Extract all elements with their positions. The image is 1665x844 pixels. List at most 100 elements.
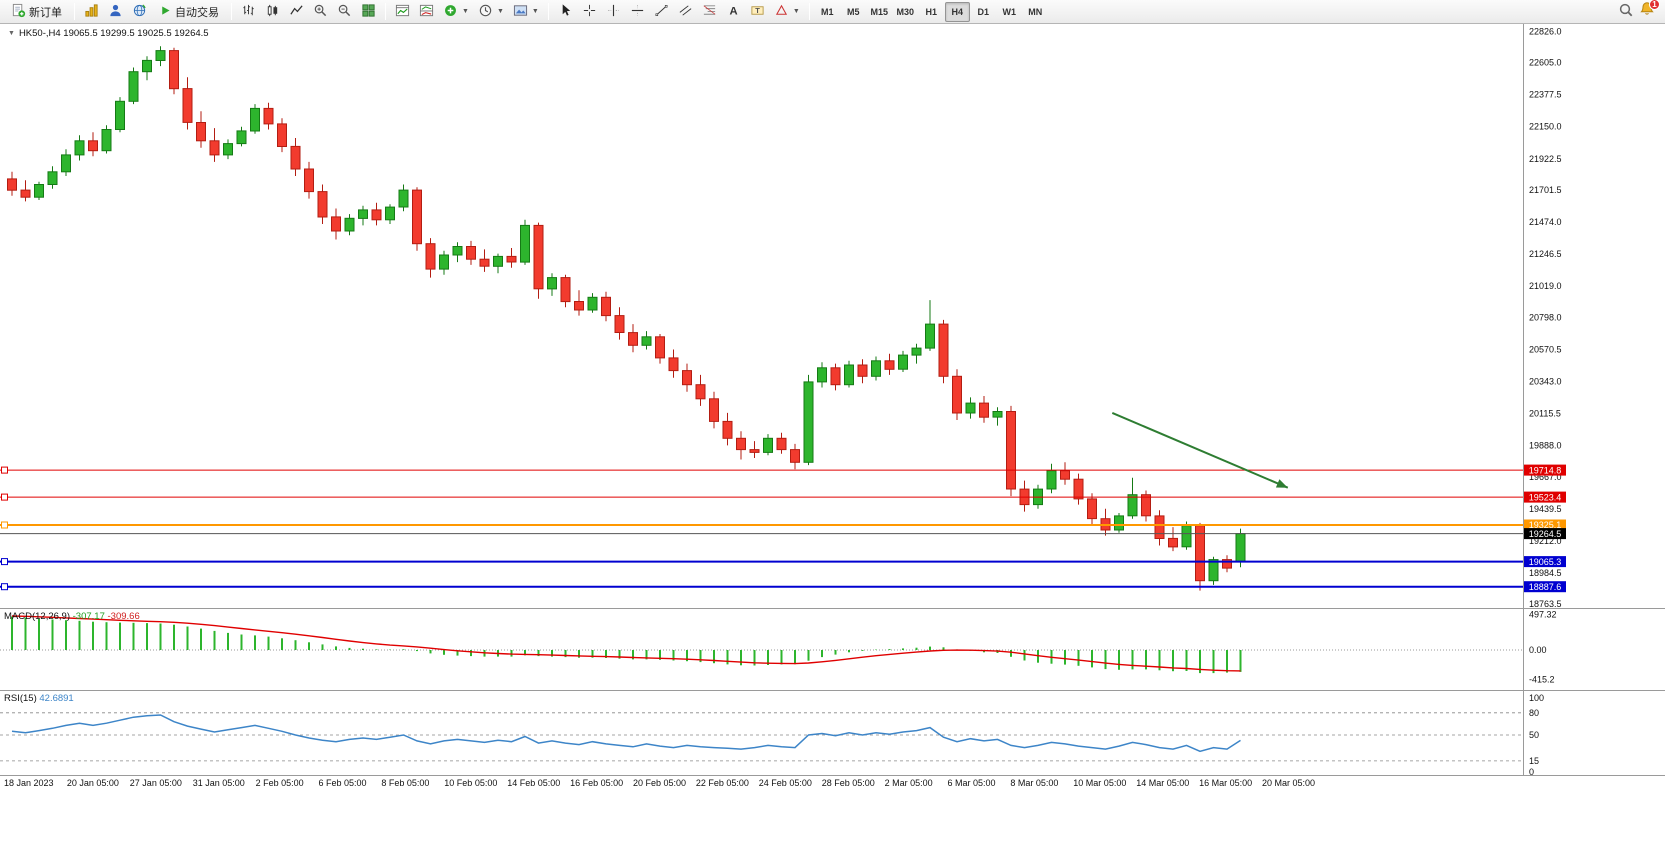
main-toolbar: 新订单 自动交易 ▼ ▼ [0, 0, 1665, 24]
notifications-button[interactable]: 1 [1639, 0, 1660, 22]
line-chart-icon [289, 3, 304, 21]
tile-windows-icon [361, 3, 376, 21]
template-icon [513, 3, 528, 21]
bar-chart-button[interactable] [237, 2, 260, 22]
timeframe-button-m15[interactable]: M15 [867, 2, 892, 22]
macd-axis-label: 0.00 [1529, 645, 1547, 655]
crosshair-tool-button[interactable] [578, 2, 601, 22]
macd-main-value: -307.17 [72, 611, 105, 622]
timeframe-button-d1[interactable]: D1 [971, 2, 996, 22]
candle [1181, 525, 1192, 548]
candle [425, 243, 436, 270]
candle [223, 143, 233, 156]
price-badge-text: 18887.6 [1529, 582, 1562, 592]
candle [61, 154, 71, 173]
candle [290, 145, 301, 170]
date-axis-label: 18 Jan 2023 [4, 778, 54, 788]
trendline-icon [654, 3, 669, 21]
price-axis-label: 21922.5 [1529, 154, 1562, 164]
rsi-indicator-label: RSI(15) 42.6891 [4, 693, 74, 704]
new-order-button[interactable]: 新订单 [4, 2, 69, 22]
line-chart-button[interactable] [285, 2, 308, 22]
candle [263, 107, 274, 125]
search-button[interactable] [1614, 2, 1638, 22]
indicator-subwindow-icon [419, 3, 434, 21]
zoom-out-button[interactable] [333, 2, 356, 22]
candlestick-chart-button[interactable] [261, 2, 284, 22]
candle [938, 323, 949, 377]
indicator-subwindow-button[interactable] [415, 2, 438, 22]
level-line-handle[interactable] [1, 521, 8, 529]
price-axis-area[interactable] [1523, 24, 1665, 844]
indicators-window-button[interactable] [391, 2, 414, 22]
fibonacci-tool-button[interactable] [698, 2, 721, 22]
timeframe-button-h4[interactable]: H4 [944, 1, 970, 22]
candle [749, 449, 760, 453]
market-watch-button[interactable] [80, 2, 103, 22]
community-button[interactable] [128, 2, 151, 22]
date-axis-label: 10 Mar 05:00 [1073, 778, 1126, 788]
zoom-in-button[interactable] [309, 2, 332, 22]
candle [101, 129, 112, 152]
vertical-line-icon [606, 3, 621, 21]
search-icon [1618, 2, 1634, 21]
vertical-line-tool-button[interactable] [602, 2, 625, 22]
date-axis-label: 2 Mar 05:00 [885, 778, 933, 788]
macd-signal-line [11, 615, 1241, 672]
price-axis-label: 20115.5 [1529, 409, 1561, 419]
candle [587, 296, 598, 311]
auto-trading-label: 自动交易 [175, 6, 219, 19]
globe-icon [132, 3, 147, 21]
rsi-axis-label: 50 [1529, 730, 1539, 740]
date-axis-label: 16 Mar 05:00 [1199, 778, 1252, 788]
chart-canvas[interactable]: 22826.0 22605.0 22377.5 22150.0 21922.5 21701… [0, 24, 1665, 844]
price-badge [1524, 464, 1566, 476]
shapes-tool-button[interactable]: ▼ [770, 2, 804, 22]
candle [1114, 515, 1124, 531]
candle [1222, 559, 1232, 569]
timeframe-button-m1[interactable]: M1 [815, 2, 840, 22]
candle [1235, 533, 1246, 563]
price-badge-text: 19714.8 [1529, 465, 1562, 475]
auto-trading-button[interactable]: 自动交易 [152, 2, 226, 22]
price-axis-label: 21019.0 [1529, 281, 1562, 291]
cursor-tool-button[interactable] [554, 2, 577, 22]
trend-arrow[interactable] [1111, 411, 1289, 489]
candle [628, 332, 638, 346]
price-axis-label: 19667.0 [1529, 472, 1562, 482]
candle [884, 360, 895, 370]
level-line-handle[interactable] [1, 558, 8, 566]
price-badge [1524, 528, 1566, 540]
price-axis-label: 19888.0 [1529, 441, 1562, 451]
candle [736, 437, 746, 451]
candle [614, 315, 625, 334]
horizontal-line-tool-button[interactable] [626, 2, 649, 22]
text-label-tool-button[interactable]: T [746, 2, 769, 22]
channel-tool-button[interactable] [674, 2, 697, 22]
rsi-value: 42.6891 [39, 693, 74, 704]
level-line-handle[interactable] [1, 583, 8, 591]
timeframe-button-m5[interactable]: M5 [841, 2, 866, 22]
one-click-trading-toggle-icon[interactable]: ▼ [8, 30, 15, 37]
date-axis-label: 31 Jan 05:00 [193, 778, 245, 788]
tile-windows-button[interactable] [357, 2, 380, 22]
candle [682, 370, 692, 386]
candle [560, 277, 571, 303]
templates-button[interactable]: ▼ [509, 2, 543, 22]
level-line-handle[interactable] [1, 493, 8, 501]
timeframe-button-h1[interactable]: H1 [919, 2, 944, 22]
trendline-tool-button[interactable] [650, 2, 673, 22]
profile-button[interactable] [104, 2, 127, 22]
candle [965, 402, 976, 414]
price-badge-text: 19325.1 [1529, 520, 1562, 530]
timeframe-button-mn[interactable]: MN [1023, 2, 1048, 22]
timeframe-button-w1[interactable]: W1 [997, 2, 1022, 22]
add-indicator-button[interactable]: ▼ [439, 2, 473, 22]
timeframe-button-m30[interactable]: M30 [893, 2, 918, 22]
periods-button[interactable]: ▼ [474, 2, 508, 22]
candle [47, 171, 58, 186]
candle [722, 420, 733, 439]
level-line-handle[interactable] [1, 466, 8, 474]
text-tool-button[interactable]: A [722, 2, 745, 22]
candle [88, 140, 98, 152]
